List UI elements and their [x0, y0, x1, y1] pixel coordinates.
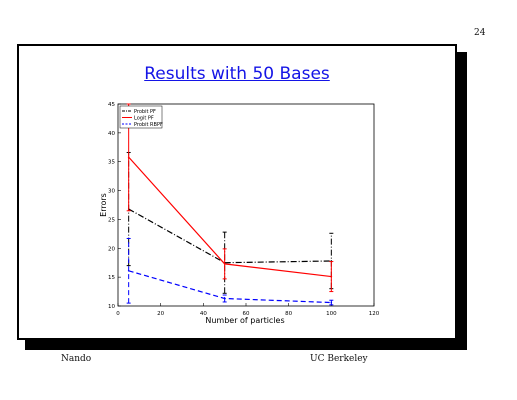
- data-point-logit-pf: [223, 263, 226, 265]
- x-tick-label: 120: [369, 311, 380, 317]
- y-tick-label: 25: [108, 217, 115, 223]
- data-point-probit-rbpf: [127, 269, 130, 272]
- x-tick-label: 80: [285, 311, 292, 317]
- data-point-probit-rbpf: [330, 301, 333, 304]
- y-axis-label: Errors: [99, 193, 108, 217]
- x-tick-label: 100: [326, 311, 337, 317]
- page-number: 24: [474, 28, 486, 38]
- legend-label-probit-rbpf: Probit RBPF: [134, 122, 163, 128]
- y-tick-label: 20: [108, 246, 115, 252]
- y-tick-label: 15: [108, 275, 115, 281]
- y-tick-label: 35: [108, 160, 115, 166]
- x-tick-label: 20: [157, 311, 164, 317]
- data-point-logit-pf: [127, 156, 130, 158]
- y-tick-label: 30: [108, 189, 115, 195]
- x-axis-label: Number of particles: [205, 316, 284, 325]
- x-tick-label: 60: [243, 311, 250, 317]
- data-point-probit-rbpf: [223, 297, 226, 300]
- data-point-logit-pf: [330, 275, 333, 278]
- legend-label-logit-pf: Logit PF: [134, 115, 154, 121]
- x-tick-label: 40: [200, 311, 207, 317]
- footer-author: Nando: [61, 354, 92, 364]
- legend-label-probit-pf: Probit PF: [134, 109, 156, 115]
- footer-institution: UC Berkeley: [310, 354, 368, 364]
- y-tick-label: 10: [108, 304, 115, 310]
- y-tick-label: 45: [108, 102, 115, 108]
- slide-title: Results with 50 Bases: [144, 64, 330, 84]
- y-tick-label: 40: [108, 131, 115, 137]
- x-tick-label: 0: [116, 311, 120, 317]
- series-line-probit-pf: [128, 208, 332, 264]
- plot-area: [117, 103, 375, 307]
